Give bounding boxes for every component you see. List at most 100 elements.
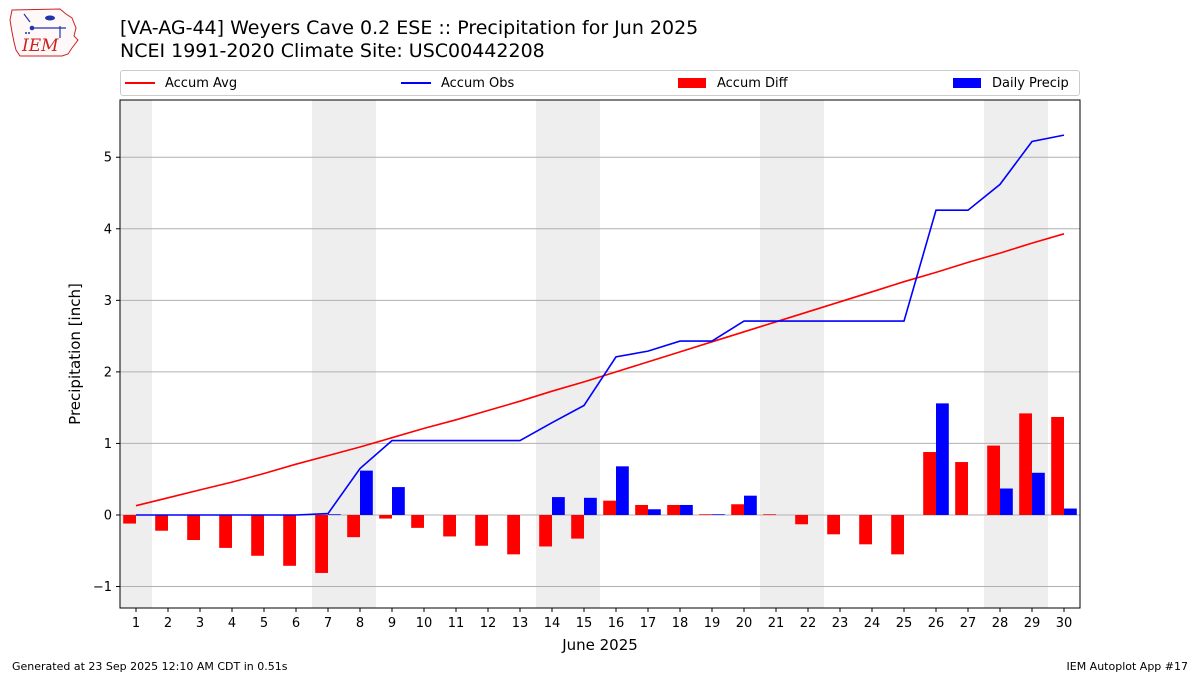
y-tick-label-4: 4: [104, 222, 112, 237]
bar-accum-diff-8: [347, 514, 360, 538]
bar-accum-diff-17: [635, 504, 648, 515]
bar-accum-diff-1: [123, 514, 136, 524]
x-tick-label-24: 24: [864, 616, 881, 631]
bar-daily-precip-19: [712, 514, 725, 515]
bar-accum-diff-29: [1019, 413, 1032, 515]
x-tick-label-30: 30: [1056, 616, 1073, 631]
legend-swatch-accum-avg: [125, 82, 155, 84]
legend-swatch-accum-diff: [678, 78, 706, 88]
bar-accum-diff-9: [379, 514, 392, 519]
weekend-shade-4: [984, 100, 1048, 608]
legend-swatch-daily-precip: [953, 78, 981, 88]
x-tick-label-22: 22: [800, 616, 817, 631]
weekend-shade-3: [760, 100, 824, 608]
legend-swatch-accum-obs: [401, 82, 431, 84]
bar-daily-precip-16: [616, 466, 629, 515]
bar-accum-diff-14: [539, 514, 552, 547]
bar-accum-diff-6: [283, 514, 296, 566]
bar-daily-precip-29: [1032, 472, 1045, 515]
chart-legend: Accum Avg Accum Obs Accum Diff Daily Pre…: [120, 70, 1080, 96]
bar-daily-precip-20: [744, 495, 757, 515]
bar-accum-diff-20: [731, 504, 744, 515]
x-tick-label-16: 16: [608, 616, 625, 631]
bar-accum-diff-12: [475, 514, 488, 546]
x-tick-label-25: 25: [896, 616, 913, 631]
bar-accum-diff-5: [251, 514, 264, 556]
bar-accum-diff-15: [571, 514, 584, 539]
x-tick-label-27: 27: [960, 616, 977, 631]
bar-accum-diff-24: [859, 514, 872, 545]
x-tick-label-12: 12: [480, 616, 497, 631]
x-tick-label-19: 19: [704, 616, 721, 631]
x-tick-label-26: 26: [928, 616, 945, 631]
bar-daily-precip-14: [552, 497, 565, 515]
y-tick-label-3: 3: [104, 294, 112, 309]
x-tick-label-3: 3: [196, 616, 204, 631]
bar-accum-diff-23: [827, 514, 840, 535]
bar-accum-diff-13: [507, 514, 520, 555]
x-tick-label-4: 4: [228, 616, 236, 631]
y-tick-label--1: −1: [93, 580, 112, 595]
x-tick-label-9: 9: [388, 616, 396, 631]
bar-accum-diff-2: [155, 514, 168, 531]
x-tick-label-14: 14: [544, 616, 561, 631]
legend-item-accum-avg: Accum Avg: [125, 71, 237, 95]
legend-item-daily-precip: Daily Precip: [953, 71, 1069, 95]
legend-label-accum-avg: Accum Avg: [165, 75, 238, 91]
bar-accum-diff-11: [443, 514, 456, 537]
x-tick-label-15: 15: [576, 616, 593, 631]
legend-item-accum-obs: Accum Obs: [401, 71, 514, 95]
bar-daily-precip-28: [1000, 488, 1013, 515]
bar-daily-precip-7: [328, 514, 341, 515]
bar-daily-precip-15: [584, 497, 597, 515]
footer-app: IEM Autoplot App #17: [1066, 660, 1189, 673]
bar-daily-precip-17: [648, 509, 661, 515]
bar-accum-diff-26: [923, 452, 936, 515]
x-tick-label-21: 21: [768, 616, 785, 631]
bar-accum-diff-21: [763, 514, 776, 515]
bar-accum-diff-18: [667, 504, 680, 515]
weekend-shade-0: [120, 100, 152, 608]
chart-title: [VA-AG-44] Weyers Cave 0.2 ESE :: Precip…: [120, 17, 699, 39]
logo-text: IEM: [21, 36, 59, 56]
x-tick-label-23: 23: [832, 616, 849, 631]
legend-item-accum-diff: Accum Diff: [678, 71, 788, 95]
bar-accum-diff-16: [603, 500, 616, 515]
x-tick-label-17: 17: [640, 616, 657, 631]
bar-daily-precip-18: [680, 504, 693, 515]
bar-accum-diff-22: [795, 514, 808, 525]
x-tick-label-28: 28: [992, 616, 1009, 631]
legend-label-accum-diff: Accum Diff: [717, 75, 788, 91]
bar-daily-precip-26: [936, 403, 949, 515]
chart-subtitle: NCEI 1991-2020 Climate Site: USC00442208: [120, 40, 545, 62]
footer-generated: Generated at 23 Sep 2025 12:10 AM CDT in…: [12, 660, 288, 673]
x-tick-label-6: 6: [292, 616, 300, 631]
legend-label-daily-precip: Daily Precip: [992, 75, 1069, 91]
bar-accum-diff-19: [699, 514, 712, 515]
bar-daily-precip-8: [360, 470, 373, 515]
iem-logo: IEM: [8, 6, 82, 64]
bar-accum-diff-3: [187, 514, 200, 541]
bar-accum-diff-4: [219, 514, 232, 548]
x-tick-label-29: 29: [1024, 616, 1041, 631]
bar-accum-diff-7: [315, 514, 328, 573]
y-axis-label: Precipitation [inch]: [66, 283, 84, 425]
bar-accum-diff-25: [891, 514, 904, 555]
x-tick-label-7: 7: [324, 616, 332, 631]
legend-label-accum-obs: Accum Obs: [441, 75, 515, 91]
x-tick-label-2: 2: [164, 616, 172, 631]
bar-daily-precip-30: [1064, 508, 1077, 515]
bar-accum-diff-30: [1051, 416, 1064, 515]
x-tick-label-8: 8: [356, 616, 364, 631]
line-accum-obs: [136, 134, 1065, 516]
y-tick-label-5: 5: [104, 151, 112, 166]
line-accum-avg: [135, 233, 1065, 507]
bar-daily-precip-9: [392, 487, 405, 515]
x-tick-label-10: 10: [416, 616, 433, 631]
bar-accum-diff-27: [955, 462, 968, 515]
x-tick-label-1: 1: [132, 616, 140, 631]
x-tick-label-5: 5: [260, 616, 268, 631]
bar-accum-diff-10: [411, 514, 424, 528]
